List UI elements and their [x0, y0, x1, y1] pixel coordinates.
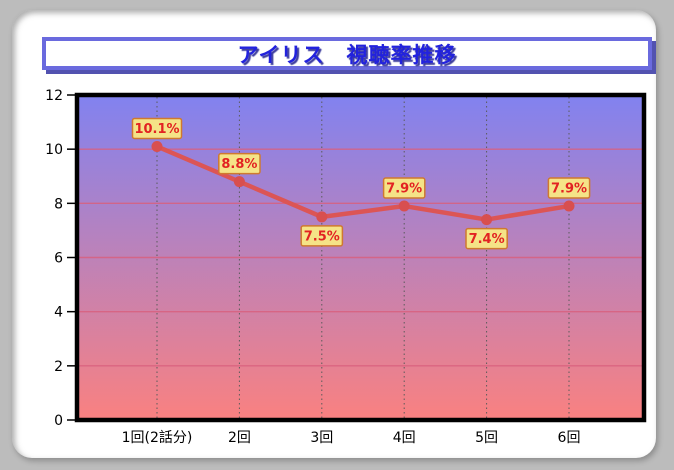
svg-text:2回: 2回	[228, 430, 251, 446]
svg-text:5回: 5回	[475, 430, 498, 446]
chart-title: アイリス 視聴率推移	[237, 42, 457, 67]
svg-text:8: 8	[54, 196, 63, 212]
svg-text:1回(2話分): 1回(2話分)	[122, 429, 193, 446]
svg-text:4回: 4回	[393, 430, 416, 446]
svg-text:7.9%: 7.9%	[551, 182, 587, 197]
chart-title-box: アイリス 視聴率推移	[42, 37, 652, 70]
svg-text:6: 6	[54, 251, 63, 267]
svg-text:4: 4	[54, 305, 63, 321]
svg-text:8.8%: 8.8%	[221, 157, 257, 172]
svg-text:10.1%: 10.1%	[134, 122, 179, 137]
svg-text:2: 2	[54, 359, 63, 375]
svg-text:6回: 6回	[558, 430, 581, 446]
svg-text:0: 0	[54, 413, 63, 429]
svg-text:7.9%: 7.9%	[386, 182, 422, 197]
svg-text:3回: 3回	[310, 430, 333, 446]
svg-text:10: 10	[45, 142, 63, 158]
ratings-line-chart: 0 2 4 6 8 10 12 1回(2話分) 2回 3回 4回 5回 6回 10.1% 8.8% 7.5% 7…	[45, 88, 647, 446]
svg-text:7.4%: 7.4%	[469, 232, 505, 247]
chart-card: アイリス 視聴率推移 0 2 4 6 8 10 12 1回(2話分) 2回 3回 4回 5回 6回 10.…	[12, 10, 656, 458]
svg-text:7.5%: 7.5%	[304, 229, 340, 244]
svg-text:12: 12	[45, 88, 63, 104]
